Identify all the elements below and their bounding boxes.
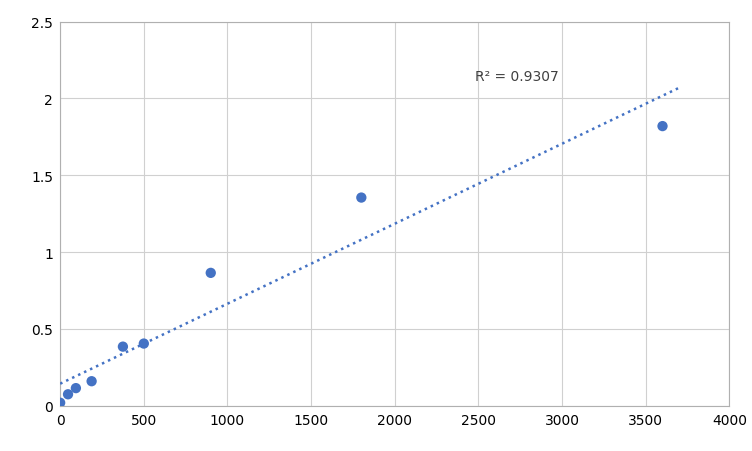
Point bbox=[62, 391, 74, 398]
Point bbox=[656, 123, 669, 130]
Point bbox=[117, 343, 129, 350]
Text: R² = 0.9307: R² = 0.9307 bbox=[475, 70, 559, 84]
Point bbox=[138, 340, 150, 347]
Point bbox=[205, 270, 217, 277]
Point bbox=[355, 194, 367, 202]
Point bbox=[54, 399, 66, 406]
Point bbox=[86, 378, 98, 385]
Point bbox=[70, 385, 82, 392]
